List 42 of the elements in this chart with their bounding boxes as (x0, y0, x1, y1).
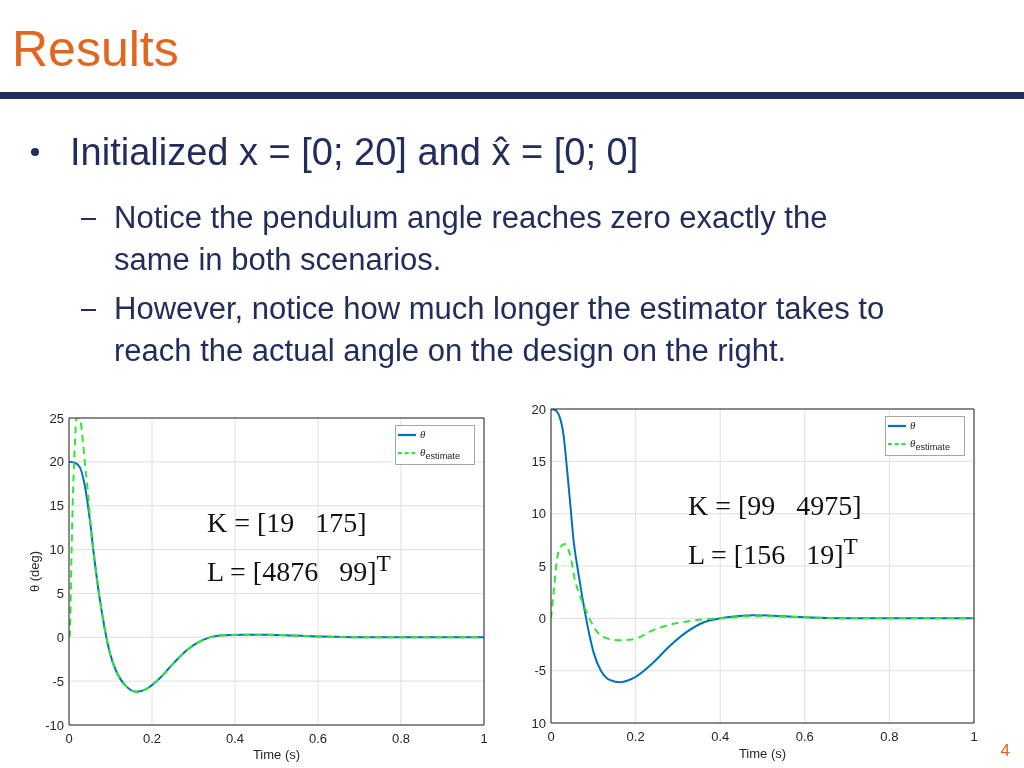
x-axis-title: Time (s) (252, 747, 301, 762)
x-tick-label: 0.6 (308, 731, 328, 747)
x-tick-label: 1 (480, 731, 488, 747)
x-tick-label: 1 (970, 729, 978, 745)
y-tick-label: 0 (56, 629, 64, 645)
chart-subtitle: Initialized x = [0; 20] and x̂ = [0; 0] (70, 130, 639, 174)
x-axis-title: Time (s) (738, 746, 787, 761)
y-tick-label: -5 (534, 663, 546, 679)
y-tick-label: 25 (49, 410, 64, 426)
legend-label: θ$_{estimate}$ (909, 436, 950, 452)
annotation: L = [4876 99]$^{T}$ (207, 549, 391, 590)
y-tick-label: 0 (538, 610, 546, 626)
y-tick-label: 10 (531, 506, 546, 522)
legend-label: θ (909, 418, 916, 431)
y-tick-label: 20 (49, 454, 64, 470)
x-tick-label: 0.8 (391, 731, 411, 747)
legend-label: θ$_{estimate}$ (419, 445, 460, 461)
x-tick-label: 0.2 (142, 731, 162, 747)
x-tick-label: 0.6 (795, 729, 814, 745)
x-tick-label: 0.4 (711, 729, 730, 745)
y-tick-label: 20 (531, 401, 546, 417)
x-tick-label: 0.2 (626, 729, 645, 745)
text: However, notice how much longer the estimator takes to reach the actual angle on the design on the right. (114, 290, 886, 370)
line-series (69, 460, 484, 693)
y-tick-label: 5 (538, 558, 546, 574)
annotation: L = [156 19]$^{T}$ (688, 532, 859, 573)
y-tick-label: -5 (52, 673, 64, 689)
y-tick-label: 15 (49, 498, 64, 514)
annotation: K = [19 175] (207, 506, 368, 540)
legend-label: θ (419, 427, 426, 440)
y-tick-label: 5 (56, 586, 64, 602)
y-axis-title: θ (deg) (26, 550, 42, 593)
text: Notice the pendulum angle reaches zero exactly the same in both scenarios. (114, 199, 829, 279)
chart-title: Results (12, 20, 179, 78)
y-tick-label: 10 (49, 542, 64, 558)
annotation: K = [99 4975] (688, 489, 862, 523)
text: 4 (1000, 741, 1010, 761)
x-tick-label: 0.8 (880, 729, 899, 745)
y-tick-label: 10 (531, 715, 546, 731)
x-tick-label: 0.4 (225, 731, 245, 747)
y-tick-label: -10 (45, 717, 64, 733)
y-tick-label: 15 (531, 453, 546, 469)
